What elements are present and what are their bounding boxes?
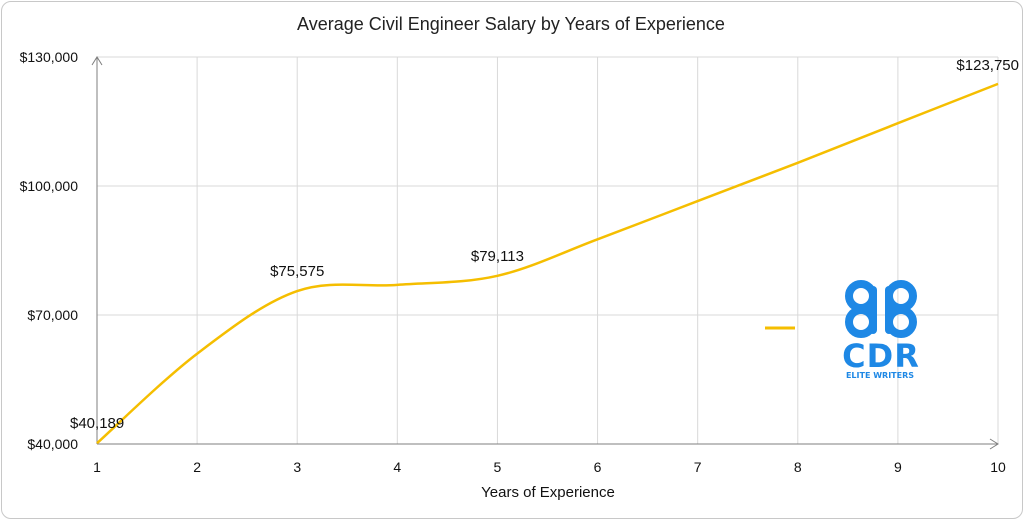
- grid: [97, 56, 999, 444]
- axes: [91, 56, 999, 450]
- y-tick-label: $70,000: [27, 307, 78, 323]
- x-tick-label: 2: [193, 459, 201, 475]
- y-tick-label: $130,000: [20, 49, 79, 65]
- series-line: [96, 82, 999, 445]
- y-tick-labels: $40,000 $70,000 $100,000 $130,000: [20, 49, 79, 452]
- x-tick-labels: 1 2 3 4 5 6 7 8 9 10: [93, 459, 1006, 475]
- data-label: $79,113: [471, 248, 524, 265]
- x-tick-label: 9: [894, 459, 902, 475]
- y-tick-label: $100,000: [20, 178, 79, 194]
- data-label: $123,750: [956, 57, 1019, 74]
- x-tick-label: 4: [393, 459, 401, 475]
- x-tick-label: 6: [594, 459, 602, 475]
- y-tick-label: $40,000: [27, 436, 78, 452]
- x-tick-label: 7: [694, 459, 702, 475]
- x-tick-label: 10: [990, 459, 1006, 475]
- x-axis-arrow: [989, 438, 999, 450]
- x-tick-label: 8: [794, 459, 802, 475]
- x-axis-title: Years of Experience: [481, 484, 615, 501]
- y-axis-arrow: [91, 56, 103, 66]
- chart-title: Average Civil Engineer Salary by Years o…: [297, 14, 725, 34]
- data-labels: $40,189 $75,575 $79,113 $123,750: [70, 57, 1019, 432]
- x-tick-label: 1: [93, 459, 101, 475]
- logo-brand-text: CDR: [842, 337, 920, 375]
- x-tick-label: 5: [494, 459, 502, 475]
- logo-mark-icon: [845, 280, 917, 338]
- x-tick-label: 3: [293, 459, 301, 475]
- data-label: $40,189: [70, 415, 124, 432]
- brand-logo: CDR ELITE WRITERS: [842, 280, 920, 380]
- logo-tagline: ELITE WRITERS: [846, 371, 914, 380]
- data-label: $75,575: [270, 263, 324, 280]
